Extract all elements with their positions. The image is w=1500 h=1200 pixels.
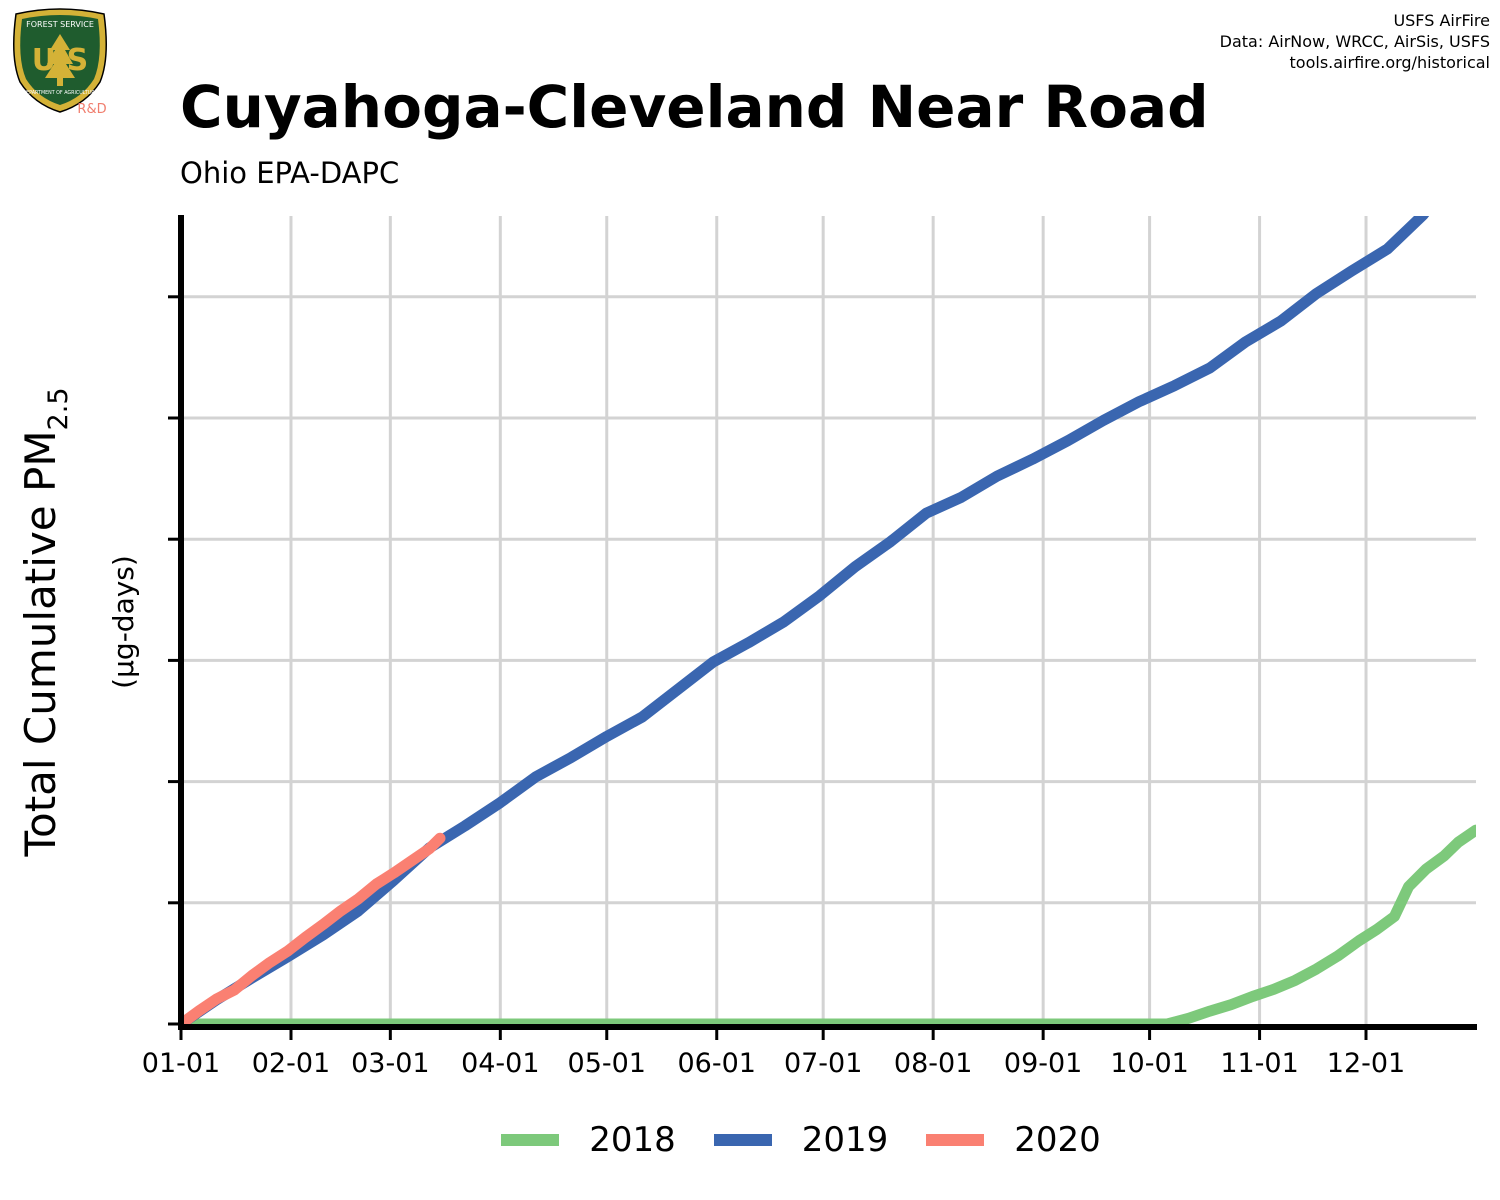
logo-arc-text: FOREST SERVICE xyxy=(26,20,94,29)
pine-tree-icon xyxy=(45,34,75,86)
legend-label: 2020 xyxy=(1014,1120,1101,1160)
y-axis-ticks xyxy=(168,295,181,1026)
series-line-2020 xyxy=(181,832,446,1030)
x-axis-ticks xyxy=(179,1027,1368,1040)
credit-line: USFS AirFire xyxy=(1393,11,1490,30)
vertical-gridlines xyxy=(289,216,1368,1024)
legend-item-2020: 2020 xyxy=(926,1120,1101,1160)
y-axis-label: Total Cumulative PM2.5 xyxy=(16,387,74,857)
usfs-shield-logo: FOREST SERVICE U S DEPARTMENT OF AGRICUL… xyxy=(13,8,107,117)
svg-text:Total Cumulative PM2.5: Total Cumulative PM2.5 xyxy=(16,387,74,857)
horizontal-gridlines xyxy=(181,295,1476,905)
credit-line: tools.airfire.org/historical xyxy=(1289,53,1490,72)
legend-label: 2018 xyxy=(589,1120,676,1160)
x-tick-label: 06-01 xyxy=(678,1048,756,1079)
x-tick-label: 09-01 xyxy=(1004,1048,1082,1079)
legend-item-2019: 2019 xyxy=(713,1120,889,1160)
legend-swatch xyxy=(501,1134,560,1146)
x-tick-label: 12-01 xyxy=(1327,1048,1405,1079)
x-tick-label: 04-01 xyxy=(461,1048,539,1079)
chart-subtitle: Ohio EPA-DAPC xyxy=(180,156,400,190)
chart-title: Cuyahoga-Cleveland Near Road xyxy=(180,73,1209,141)
series-line-2019 xyxy=(181,216,1430,1030)
y-axis-label-main: Total Cumulative PM xyxy=(16,430,65,857)
logo-rd-tag: R&D xyxy=(77,102,106,117)
x-tick-label: 02-01 xyxy=(252,1048,330,1079)
x-tick-label: 11-01 xyxy=(1220,1048,1298,1079)
y-axis-label-subscript: 2.5 xyxy=(43,387,74,430)
data-credits: USFS AirFire Data: AirNow, WRCC, AirSis,… xyxy=(1220,10,1490,73)
credit-line: Data: AirNow, WRCC, AirSis, USFS xyxy=(1219,32,1490,51)
x-axis-tick-labels: 01-01 02-01 03-01 04-01 05-01 06-01 07-01 08-01… xyxy=(142,1048,1405,1079)
series-line-2018 xyxy=(181,824,1476,1030)
logo-bottom-text: DEPARTMENT OF AGRICULTURE xyxy=(22,90,97,96)
legend-swatch xyxy=(713,1134,772,1146)
x-tick-label: 03-01 xyxy=(351,1048,429,1079)
x-tick-label: 01-01 xyxy=(142,1048,220,1079)
series-lines xyxy=(181,216,1476,1030)
legend-swatch xyxy=(926,1134,985,1146)
legend-label: 2019 xyxy=(801,1120,889,1160)
x-tick-label: 10-01 xyxy=(1110,1048,1188,1079)
x-tick-label: 05-01 xyxy=(568,1048,646,1079)
x-tick-label: 08-01 xyxy=(894,1048,972,1079)
y-axis-units-label: (µg-days) xyxy=(107,555,140,689)
legend: 2018 2019 2020 xyxy=(0,1110,1500,1170)
x-tick-label: 07-01 xyxy=(784,1048,862,1079)
legend-item-2018: 2018 xyxy=(501,1120,676,1160)
